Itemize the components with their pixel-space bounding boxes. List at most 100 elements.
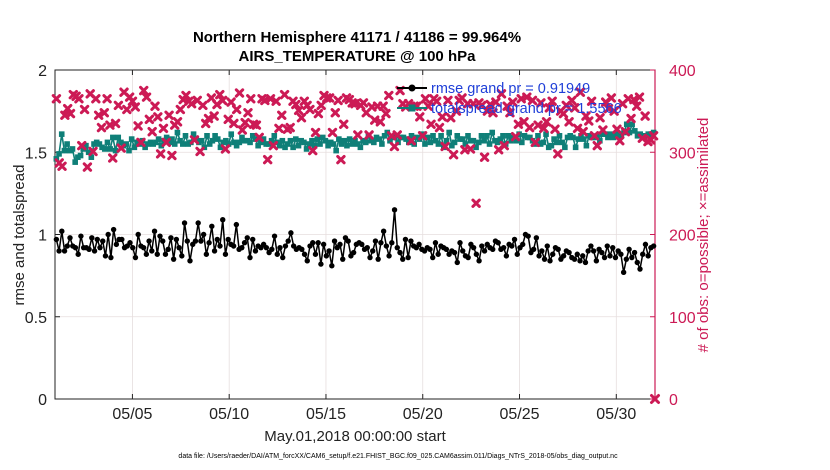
y-tick-label: 2 [38,63,47,80]
rmse-marker [312,251,319,257]
totalspread-marker [489,129,496,136]
rmse-marker [127,240,133,246]
obs-count-marker [496,89,507,99]
rmse-marker [400,256,406,262]
totalspread-marker [239,134,245,141]
rmse-marker [209,223,215,229]
totalspread-marker [249,133,256,139]
y-right-axis-label: # of obs: o=possible; ×=assimilated [695,118,712,353]
obs-count-marker [108,153,118,163]
rmse-marker [610,244,616,251]
totalspread-marker [427,139,434,146]
rmse-marker [110,226,117,233]
obs-count-marker [541,117,552,127]
rmse-marker [490,246,496,253]
rmse-marker [383,243,390,249]
rmse-marker [274,251,280,257]
totalspread-marker [556,133,563,139]
totalspread-marker [527,134,533,141]
obs-count-marker [254,132,264,143]
obs-count-marker [122,104,132,115]
rmse-line [55,209,655,273]
obs-count-marker [648,131,659,141]
rmse-marker [599,249,605,256]
totalspread-marker [454,133,461,139]
totalspread-marker [465,133,471,139]
totalspread-marker [341,137,348,144]
totalspread-marker [376,136,383,142]
totalspread-marker [605,134,611,141]
rmse-marker [571,256,578,262]
legend-spread-label: totalspread grand pr = 1.5566 [431,101,622,117]
totalspread-marker [268,137,275,144]
obs-count-marker [448,150,459,160]
totalspread-marker [217,144,224,151]
totalspread-marker [126,147,132,154]
rmse-marker [629,254,635,261]
rmse-marker [359,241,365,248]
rmse-marker [91,248,98,254]
rmse-marker [329,263,335,269]
rmse-marker [443,246,450,253]
totalspread-marker [317,141,323,147]
obs-count-marker [274,123,284,134]
obs-count-marker [434,122,445,133]
rmse-marker [157,233,163,239]
rmse-marker [476,258,482,264]
x-tick-label: 05/30 [596,406,636,423]
obs-count-marker [547,96,557,106]
totalspread-marker [319,134,326,141]
rmse-marker [460,248,466,254]
rmse-marker [340,256,346,262]
rmse-marker [143,251,150,257]
totalspread-marker [128,136,135,142]
obs-count-marker [533,120,543,130]
totalspread-marker [255,142,261,149]
obs-count-marker [609,106,619,116]
obs-count-marker [116,143,126,153]
y-tick-label: 0 [38,392,47,409]
y-right-tick-label: 400 [669,63,696,80]
totalspread-marker [228,131,235,137]
legend-rmse-marker [408,84,416,92]
totalspread-marker [357,144,364,151]
rmse-marker [179,253,185,259]
totalspread-marker [204,133,210,139]
totalspread-marker [551,136,557,142]
totalspread-marker [387,137,393,144]
obs-count-marker [558,108,569,119]
obs-count-marker [110,118,121,129]
totalspread-marker [344,142,350,149]
obs-count-marker [578,126,588,137]
obs-count-marker [572,123,583,134]
rmse-marker [277,244,283,251]
rmse-marker [389,240,395,246]
totalspread-marker [330,141,337,147]
rmse-marker [94,236,100,243]
rmse-marker [345,238,351,244]
totalspread-marker [580,136,587,142]
rmse-marker [72,244,79,251]
obs-count-marker [144,114,155,125]
rmse-marker [288,230,294,236]
totalspread-marker [462,141,469,147]
totalspread-marker [607,131,614,137]
obs-count-marker [127,96,138,106]
totalspread-marker [182,133,189,139]
obs-count-marker [215,89,225,100]
totalspread-marker [142,144,148,151]
totalspread-marker [212,133,218,139]
obs-count-marker [330,108,340,118]
rmse-marker [162,251,169,257]
rmse-marker [405,254,411,261]
rmse-marker [593,258,600,264]
x-tick-label: 05/20 [403,406,443,423]
totalspread-marker [346,136,353,142]
chart-title-line-2: AIRS_TEMPERATURE @ 100 hPa [239,48,477,65]
obs-count-marker [336,154,346,165]
totalspread-marker [266,141,272,147]
rmse-marker [574,251,580,257]
rmse-marker [650,243,657,249]
rmse-marker [214,236,220,243]
totalspread-marker [166,139,173,146]
